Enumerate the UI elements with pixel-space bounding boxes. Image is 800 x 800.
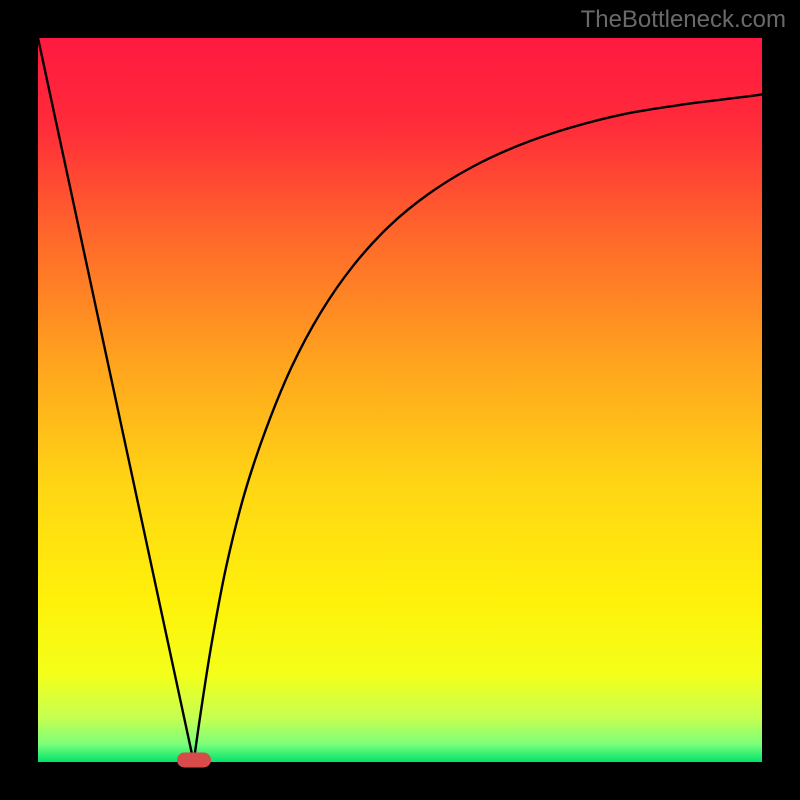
plot-background [38,38,762,762]
minimum-marker [177,752,211,767]
chart-outer: TheBottleneck.com [0,0,800,800]
plot-svg [38,38,762,762]
watermark-text: TheBottleneck.com [581,6,786,34]
